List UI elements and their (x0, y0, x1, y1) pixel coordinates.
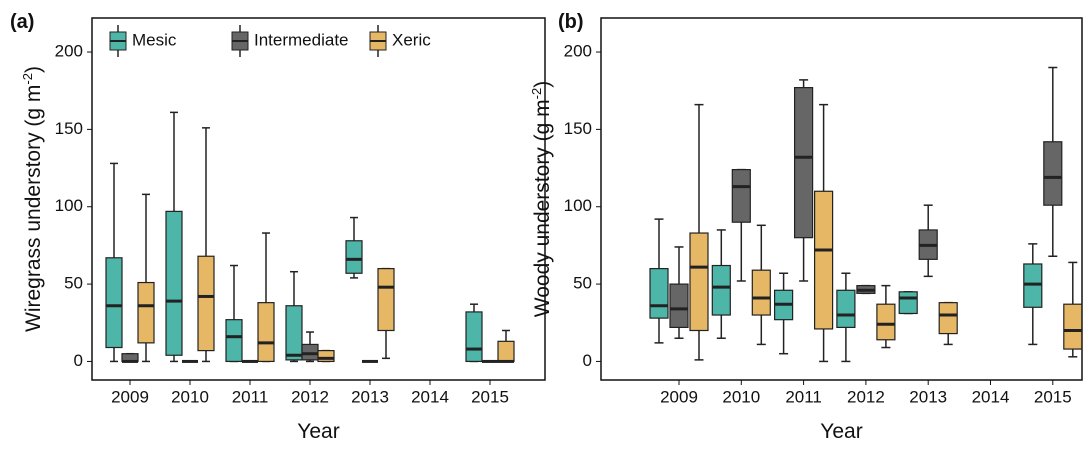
panel-label: (a) (10, 11, 34, 33)
box (465, 311, 483, 363)
box (105, 257, 123, 349)
y-title-sup: -2 (20, 73, 35, 85)
box (301, 343, 319, 361)
box (938, 302, 958, 335)
y-title-text: Woody understory (g m (531, 99, 554, 317)
y-tick-label: 50 (64, 274, 83, 293)
box (793, 87, 814, 239)
legend-label: Mesic (132, 30, 177, 49)
box (669, 283, 689, 329)
box (165, 210, 183, 356)
box (898, 291, 918, 315)
box (1023, 263, 1043, 308)
x-tick-label: 2011 (232, 387, 269, 406)
x-tick-label: 2012 (291, 387, 329, 406)
box (497, 340, 515, 363)
x-tick-label: 2010 (722, 387, 760, 406)
box (225, 319, 243, 363)
y-tick-label: 200 (564, 42, 592, 61)
y-tick-label: 200 (55, 42, 83, 61)
x-tick-label: 2009 (660, 387, 698, 406)
y-tick-label: 100 (55, 196, 83, 215)
x-axis-title: Year (297, 420, 339, 443)
box (1063, 303, 1083, 350)
box (711, 264, 731, 316)
box (285, 305, 303, 361)
y-tick-label: 100 (564, 196, 592, 215)
legend-label: Xeric (392, 30, 431, 49)
box (876, 303, 896, 341)
x-tick-label: 2012 (847, 387, 885, 406)
x-tick-label: 2009 (111, 387, 149, 406)
panel-label: (b) (558, 11, 584, 33)
box (197, 255, 215, 352)
x-tick-label: 2014 (972, 387, 1010, 406)
x-tick-label: 2011 (785, 387, 822, 406)
box (137, 281, 155, 344)
box (751, 269, 771, 316)
y-tick-label: 50 (573, 274, 592, 293)
plot-frame (600, 17, 1083, 381)
box (813, 190, 834, 330)
y-tick-label: 150 (564, 119, 592, 138)
y-title-end: ) (22, 66, 45, 73)
x-tick-label: 2015 (471, 387, 509, 406)
y-title-end: ) (531, 81, 554, 88)
x-tick-label: 2015 (1034, 387, 1072, 406)
y-tick-label: 0 (74, 351, 83, 370)
plot-frame (91, 17, 546, 381)
x-axis-title: Year (820, 420, 862, 443)
box (257, 302, 275, 363)
box (317, 350, 335, 363)
x-tick-label: 2014 (411, 387, 449, 406)
legend-label: Intermediate (254, 30, 349, 49)
box (836, 289, 856, 329)
box (345, 240, 363, 274)
box (689, 232, 709, 332)
box (731, 169, 751, 223)
y-axis-title: Woody understory (g m-2) (529, 81, 554, 317)
y-tick-label: 150 (55, 119, 83, 138)
box (377, 268, 395, 332)
x-tick-label: 2010 (171, 387, 209, 406)
y-title-text: Wiregrass understory (g m (22, 85, 45, 332)
y-axis-title: Wiregrass understory (g m-2) (20, 66, 45, 332)
x-tick-label: 2013 (909, 387, 947, 406)
y-tick-label: 0 (583, 351, 592, 370)
y-title-sup: -2 (529, 88, 544, 100)
box (649, 268, 669, 319)
box (1043, 141, 1063, 206)
x-tick-label: 2013 (351, 387, 389, 406)
